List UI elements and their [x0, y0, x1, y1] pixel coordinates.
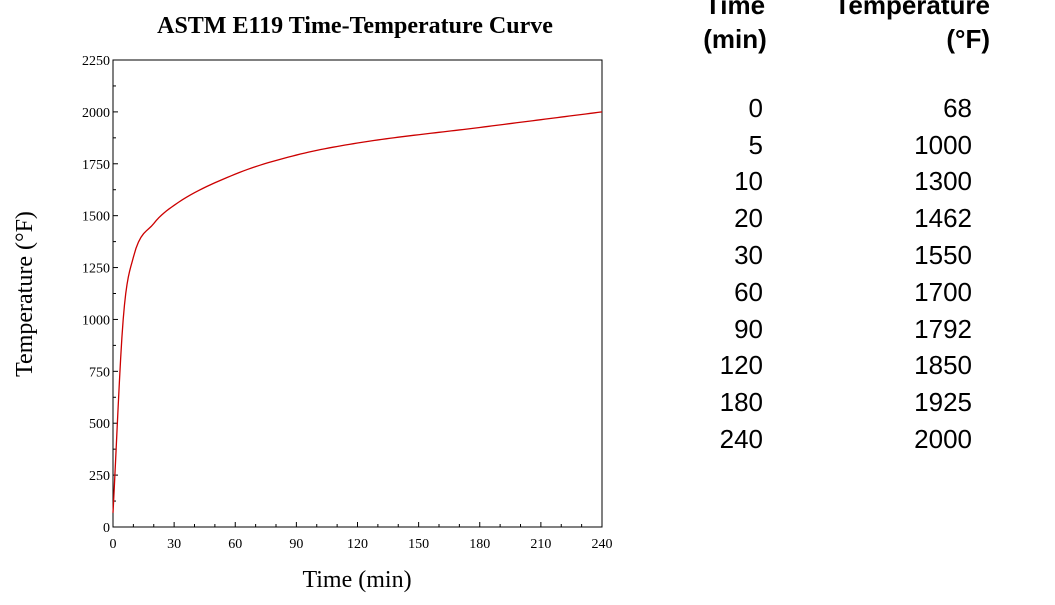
x-axis-label: Time (min) [302, 567, 411, 593]
x-tick-label-30: 30 [167, 537, 181, 552]
table-cell-temperature: 68 [943, 92, 972, 123]
table-cell-temperature: 1925 [914, 387, 972, 418]
y-tick-label-0: 0 [103, 521, 110, 536]
table-row: 10 1300 [690, 164, 990, 201]
x-tick-label-240: 240 [592, 537, 613, 552]
table-cell-time: 60 [734, 276, 763, 307]
table-header-row-1: Time Temperature [690, 0, 990, 22]
x-tick-label-180: 180 [469, 537, 490, 552]
plot-frame [112, 59, 603, 528]
series-line-0 [112, 111, 603, 513]
table-cell-time: 30 [734, 240, 763, 271]
table-row: 0 68 [690, 90, 990, 127]
y-tick-label-250: 250 [89, 469, 110, 484]
table-cell-time: 180 [719, 387, 763, 418]
table-cell-temperature: 2000 [914, 424, 972, 455]
table-cell-temperature: 1700 [914, 276, 972, 307]
x-tick-label-120: 120 [347, 537, 368, 552]
x-tick-label-60: 60 [228, 537, 242, 552]
x-axis: 0 30 60 90 120 150 180 210 240 [110, 522, 613, 552]
table-cell-temperature: 1792 [914, 313, 972, 344]
x-tick-label-90: 90 [289, 537, 303, 552]
table-row: 5 1000 [690, 127, 990, 164]
table-cell-temperature: 1300 [914, 166, 972, 197]
table-header-temperature-unit: (°F) [946, 24, 990, 54]
table-row: 180 1925 [690, 384, 990, 421]
table-cell-temperature: 1850 [914, 350, 972, 381]
table-cell-time: 5 [748, 129, 763, 160]
table-header-temperature: Temperature [834, 0, 990, 20]
y-axis-label: Temperature (°F) [12, 211, 38, 377]
chart-title: ASTM E119 Time-Temperature Curve [157, 13, 553, 39]
table-cell-time: 0 [748, 92, 763, 123]
table-cell-time: 20 [734, 203, 763, 234]
table-header-time-unit: (min) [703, 24, 767, 54]
table-header-time: Time [704, 0, 766, 20]
table-body: 0 68 5 1000 10 1300 20 1462 30 1550 60 1700 90 1792 12… [690, 90, 990, 458]
table-row: 120 1850 [690, 348, 990, 385]
table-cell-temperature: 1000 [914, 129, 972, 160]
y-tick-label-1250: 1250 [82, 262, 110, 277]
data-table: Time Temperature (min) (°F) 0 68 5 1000 10 13… [690, 0, 990, 458]
x-tick-label-210: 210 [530, 537, 551, 552]
table-cell-time: 90 [734, 313, 763, 344]
series-layer [112, 111, 603, 513]
table-row: 30 1550 [690, 237, 990, 274]
y-tick-label-1000: 1000 [82, 313, 110, 328]
y-tick-label-500: 500 [89, 417, 110, 432]
table-row: 20 1462 [690, 200, 990, 237]
table-cell-temperature: 1462 [914, 203, 972, 234]
y-axis: 0 250 500 750 1000 1250 1500 1750 2000 2250 [82, 54, 118, 536]
y-tick-label-1750: 1750 [82, 158, 110, 173]
chart: ASTM E119 Time-Temperature Curve 0 250 500… [12, 13, 613, 593]
y-tick-label-750: 750 [89, 365, 110, 380]
table-row: 90 1792 [690, 311, 990, 348]
table-row: 60 1700 [690, 274, 990, 311]
table-row: 240 2000 [690, 421, 990, 458]
y-tick-label-2250: 2250 [82, 54, 110, 69]
table-header-row-2: (min) (°F) [690, 22, 990, 56]
table-cell-time: 10 [734, 166, 763, 197]
y-tick-label-1500: 1500 [82, 210, 110, 225]
x-tick-label-150: 150 [408, 537, 429, 552]
x-tick-label-0: 0 [110, 537, 117, 552]
table-cell-temperature: 1550 [914, 240, 972, 271]
table-cell-time: 120 [719, 350, 763, 381]
table-cell-time: 240 [719, 424, 763, 455]
y-tick-label-2000: 2000 [82, 106, 110, 121]
